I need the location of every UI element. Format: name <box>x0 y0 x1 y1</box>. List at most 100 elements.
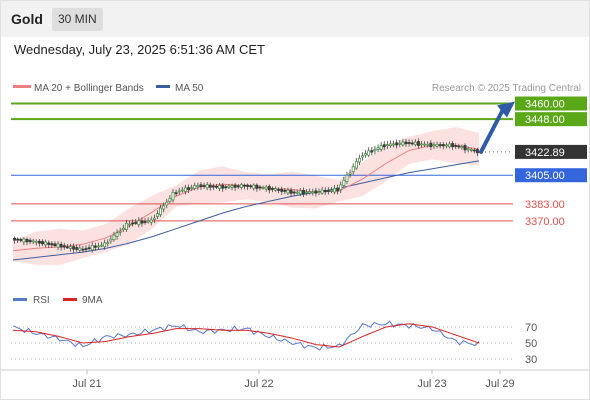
level-label: 3405.00 <box>525 170 565 182</box>
candle-body <box>249 185 253 188</box>
candle-body <box>438 144 442 147</box>
candle-body <box>314 190 318 194</box>
candle-body <box>37 240 41 244</box>
candle-body <box>320 189 324 194</box>
candle-body <box>305 191 309 194</box>
candle-body <box>466 148 470 150</box>
candle-body <box>69 246 72 249</box>
candle-body <box>416 141 420 146</box>
candle-body <box>65 246 69 249</box>
candle-body <box>246 184 249 187</box>
candle-body <box>196 185 200 188</box>
rsi-legend: RSI 9MA <box>13 295 103 306</box>
candle-body <box>364 153 368 156</box>
candle-body <box>373 149 377 152</box>
x-axis-ticks: Jul 21 Jul 22 Jul 23 Jul 29 <box>72 370 515 390</box>
rsi-line <box>12 320 480 351</box>
candle-body <box>280 188 284 192</box>
candle-body <box>124 222 128 230</box>
candle-body <box>423 143 427 146</box>
candle-body <box>361 155 364 158</box>
candle-body <box>264 186 268 190</box>
candle-body <box>131 222 135 225</box>
candle-body <box>128 223 131 226</box>
candle-body <box>472 149 476 152</box>
candle-body <box>261 187 265 189</box>
candle-body <box>75 247 79 250</box>
candle-body <box>72 246 76 250</box>
candle-body <box>156 213 159 217</box>
candle-body <box>109 238 113 242</box>
candle-body <box>420 143 423 146</box>
candle-body <box>137 220 141 225</box>
candle-body <box>323 190 327 193</box>
candle-body <box>208 184 212 188</box>
candle-body <box>28 239 32 243</box>
candle-body <box>44 241 48 246</box>
candle-body <box>413 141 417 146</box>
candle-body <box>134 222 138 224</box>
rsi-plot: 70 50 30 <box>11 320 537 366</box>
candle-body <box>463 145 467 151</box>
rsi-legend-label: RSI <box>33 295 50 306</box>
level-labels: 3460.00 3448.00 3422.89 3405.00 3383.00 3370.… <box>515 96 587 228</box>
candle-body <box>87 247 91 250</box>
target-arrow-shaft <box>479 107 505 154</box>
main-legend: MA 20 + Bollinger Bands MA 50 Research ©… <box>13 83 581 94</box>
candle-body <box>255 184 259 189</box>
candle-body <box>59 244 63 248</box>
candle-body <box>106 242 110 244</box>
rsi-tick-label: 70 <box>525 322 537 334</box>
candle-body <box>345 174 349 182</box>
candle-body <box>289 189 293 194</box>
candle-body <box>444 144 448 147</box>
timeframe-button[interactable]: 30 MIN <box>52 8 103 31</box>
candle-body <box>146 220 150 223</box>
candle-body <box>25 239 29 243</box>
level-label: 3460.00 <box>525 99 565 111</box>
candle-body <box>78 247 82 251</box>
level-label-box <box>515 168 587 183</box>
candle-body <box>342 179 346 186</box>
candle-body <box>112 234 116 241</box>
candle-body <box>190 187 194 189</box>
rsi-tick-label: 50 <box>525 338 537 350</box>
level-label: 3422.89 <box>525 147 565 159</box>
candle-body <box>47 242 51 245</box>
candle-body <box>103 242 107 248</box>
candle-body <box>168 198 172 202</box>
candle-body <box>56 243 60 248</box>
candle-body <box>410 142 414 145</box>
level-label: 3448.00 <box>525 114 565 126</box>
level-label-box <box>515 112 587 127</box>
ma9-legend-swatch <box>63 298 77 301</box>
candle-body <box>193 185 197 189</box>
candle-body <box>292 191 296 194</box>
candle-body <box>230 185 234 188</box>
ma20-legend-label: MA 20 + Bollinger Bands <box>34 83 144 94</box>
candle-body <box>62 245 66 248</box>
rsi-tick-label: 30 <box>525 354 537 366</box>
candle-body <box>270 188 274 190</box>
candle-body <box>118 230 122 233</box>
candle-body <box>243 184 246 187</box>
candle-body <box>469 149 473 151</box>
candle-body <box>53 243 57 247</box>
candle-body <box>298 190 302 195</box>
ma20-legend-swatch <box>13 85 31 88</box>
candle-body <box>16 238 20 241</box>
candle-body <box>395 142 399 146</box>
candle-body <box>252 184 256 189</box>
candle-body <box>311 191 315 194</box>
candle-body <box>93 245 97 248</box>
candle-body <box>183 187 187 192</box>
candle-body <box>451 143 455 148</box>
candle-body <box>177 190 181 193</box>
ma50-line <box>12 160 480 261</box>
candle-body <box>401 141 405 146</box>
candle-body <box>286 189 290 194</box>
rsi-ma9-line <box>12 323 480 348</box>
candle-body <box>429 142 433 148</box>
candle-body <box>426 143 430 146</box>
bollinger-band <box>13 127 479 265</box>
